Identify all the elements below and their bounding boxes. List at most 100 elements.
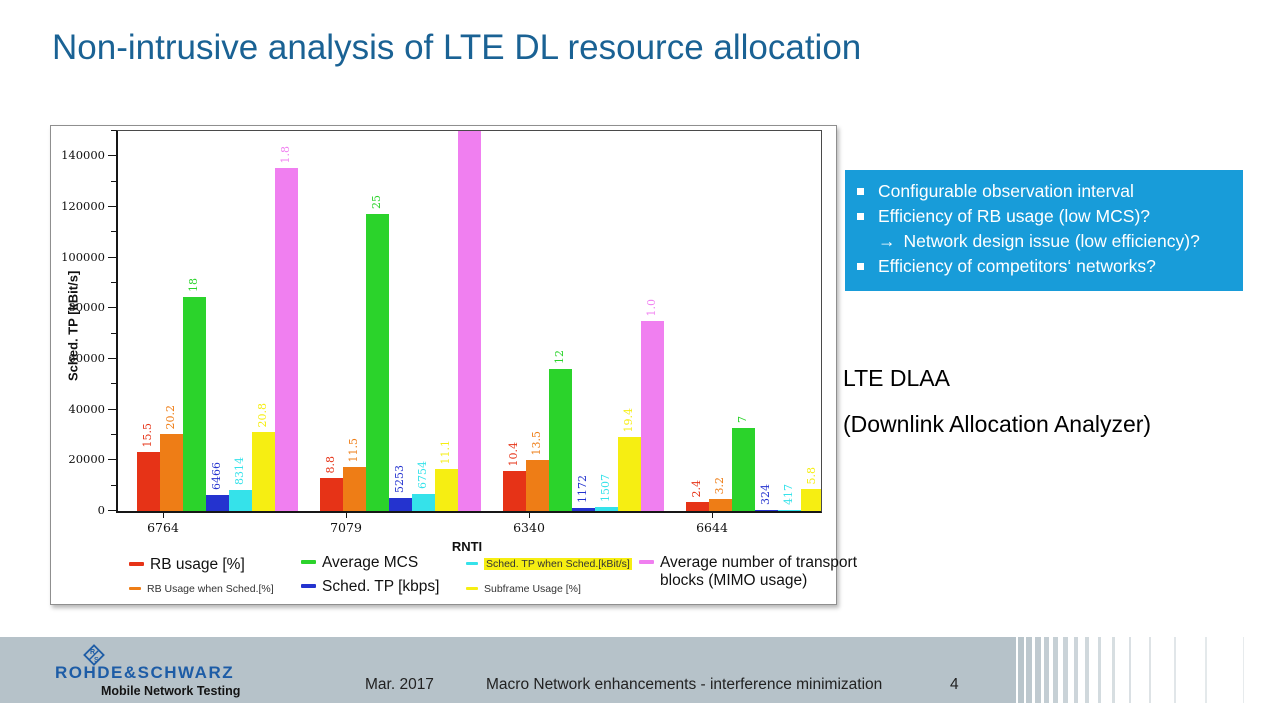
barcode-stripe bbox=[1053, 637, 1058, 703]
bar-value-label: 6754 bbox=[416, 461, 429, 489]
svg-text:S: S bbox=[94, 657, 99, 664]
chart-bar bbox=[389, 498, 412, 511]
y-major-tick bbox=[108, 459, 116, 460]
barcode-stripe bbox=[1085, 637, 1089, 703]
side-text-line2: (Downlink Allocation Analyzer) bbox=[843, 411, 1152, 437]
y-major-tick bbox=[108, 358, 116, 359]
barcode-stripe bbox=[1035, 637, 1041, 703]
bar-value-label: 6466 bbox=[210, 462, 223, 490]
info-item-text: Efficiency of competitors‘ networks? bbox=[878, 256, 1156, 276]
chart-bar bbox=[206, 495, 229, 511]
legend-label: RB Usage when Sched.[%] bbox=[147, 583, 274, 595]
y-minor-tick bbox=[111, 181, 116, 182]
footer-deck-title: Macro Network enhancements - interferenc… bbox=[486, 676, 883, 693]
y-tick-label: 140000 bbox=[61, 148, 105, 162]
footer-barcode-pattern bbox=[1010, 637, 1280, 703]
legend-item: RB usage [%] bbox=[129, 556, 245, 574]
slide-title: Non-intrusive analysis of LTE DL resourc… bbox=[52, 28, 862, 67]
chart-bar bbox=[137, 452, 160, 511]
bar-value-label: 324 bbox=[759, 484, 772, 505]
arrow-icon: → bbox=[878, 231, 896, 251]
y-minor-tick bbox=[111, 231, 116, 232]
barcode-stripe bbox=[1063, 637, 1068, 703]
y-major-tick bbox=[108, 155, 116, 156]
plot-area: 15.5 8.8 10.4 2.4 20.2 11.5 13.5 3.2 18 25 12 7 6466… bbox=[116, 130, 822, 513]
legend-color-dash bbox=[639, 560, 654, 564]
chart-bar bbox=[366, 214, 389, 511]
bar-value-label: 13.5 bbox=[530, 430, 543, 456]
info-item-text: Network design issue (low efficiency)? bbox=[903, 231, 1200, 251]
bar-value-label: 8.8 bbox=[324, 455, 337, 474]
legend-item: Sched. TP when Sched.[kBit/s] bbox=[466, 558, 632, 571]
legend-color-dash bbox=[466, 587, 478, 590]
bar-value-label: 5.8 bbox=[805, 466, 818, 485]
y-tick-label: 80000 bbox=[68, 300, 105, 314]
chart-bar bbox=[183, 297, 206, 511]
info-item-text: Efficiency of RB usage (low MCS)? bbox=[878, 206, 1151, 226]
info-item: → Network design issue (low efficiency)? bbox=[857, 229, 1233, 254]
x-tick bbox=[346, 512, 347, 518]
chart-bar bbox=[412, 494, 435, 511]
info-item-text: Configurable observation interval bbox=[878, 181, 1134, 201]
x-tick-label: 6644 bbox=[696, 520, 728, 535]
y-minor-tick bbox=[111, 282, 116, 283]
chart-panel: Sched. TP [kBit/s] 15.5 8.8 10.4 2.4 20.2 11.… bbox=[50, 125, 857, 605]
square-bullet-icon bbox=[857, 263, 864, 270]
chart-bar bbox=[686, 502, 709, 511]
chart-bar bbox=[320, 478, 343, 511]
y-minor-tick bbox=[111, 485, 116, 486]
x-tick-label: 6340 bbox=[513, 520, 545, 535]
chart-bar bbox=[595, 507, 618, 511]
x-axis-title: RNTI bbox=[451, 539, 483, 554]
bar-value-label: 20.8 bbox=[256, 402, 269, 428]
x-tick-label: 6764 bbox=[147, 520, 179, 535]
barcode-stripe bbox=[1112, 637, 1115, 703]
bar-value-label: 11.5 bbox=[347, 437, 360, 463]
svg-text:R: R bbox=[90, 649, 95, 656]
legend-item: Average MCS bbox=[301, 554, 418, 572]
chart-bar bbox=[252, 432, 275, 511]
bar-value-label: 5253 bbox=[393, 465, 406, 493]
barcode-stripe bbox=[1174, 637, 1176, 703]
chart-bar bbox=[755, 510, 778, 511]
barcode-stripe bbox=[1018, 637, 1024, 703]
legend-label: Sched. TP [kbps] bbox=[322, 578, 440, 595]
bar-value-label: 18 bbox=[187, 278, 200, 292]
legend-label: RB usage [%] bbox=[150, 556, 245, 573]
brand-logo-icon: R S bbox=[83, 644, 105, 666]
bar-value-label: 10.4 bbox=[507, 441, 520, 467]
side-text-line1: LTE DLAA bbox=[843, 365, 950, 391]
legend-item: Average number of transport blocks (MIMO… bbox=[639, 554, 894, 590]
footer-bar bbox=[0, 637, 1010, 703]
y-tick-label: 0 bbox=[97, 503, 105, 517]
chart-bar bbox=[343, 467, 366, 511]
brand-name: ROHDE&SCHWARZ bbox=[55, 663, 235, 682]
bar-value-label: 25 bbox=[370, 195, 383, 209]
chart-bar bbox=[709, 499, 732, 511]
chart-bar bbox=[160, 434, 183, 511]
info-item: Configurable observation interval bbox=[857, 179, 1233, 204]
chart-bar bbox=[572, 508, 595, 511]
bar-value-label: 7 bbox=[736, 416, 749, 423]
brand-tagline: Mobile Network Testing bbox=[101, 684, 241, 698]
y-major-tick bbox=[108, 510, 116, 511]
barcode-stripe bbox=[1129, 637, 1131, 703]
footer-date: Mar. 2017 bbox=[365, 676, 434, 693]
barcode-stripe bbox=[1026, 637, 1032, 703]
chart-bar bbox=[526, 460, 549, 511]
bar-value-label: 1.0 bbox=[645, 298, 658, 317]
bar-value-label: 8314 bbox=[233, 457, 246, 485]
y-tick-label: 120000 bbox=[61, 199, 105, 213]
info-item: Efficiency of competitors‘ networks? bbox=[857, 254, 1233, 279]
barcode-stripe bbox=[1010, 637, 1016, 703]
bar-value-label: 2.4 bbox=[690, 479, 703, 498]
y-tick-label: 60000 bbox=[68, 351, 105, 365]
y-minor-tick bbox=[111, 434, 116, 435]
bar-value-label: 12 bbox=[553, 350, 566, 364]
legend-color-dash bbox=[129, 562, 144, 566]
y-tick-label: 20000 bbox=[68, 452, 105, 466]
barcode-stripe bbox=[1149, 637, 1151, 703]
barcode-stripe bbox=[1205, 637, 1207, 703]
bar-value-label: 3.2 bbox=[713, 476, 726, 495]
chart-bar bbox=[732, 428, 755, 511]
